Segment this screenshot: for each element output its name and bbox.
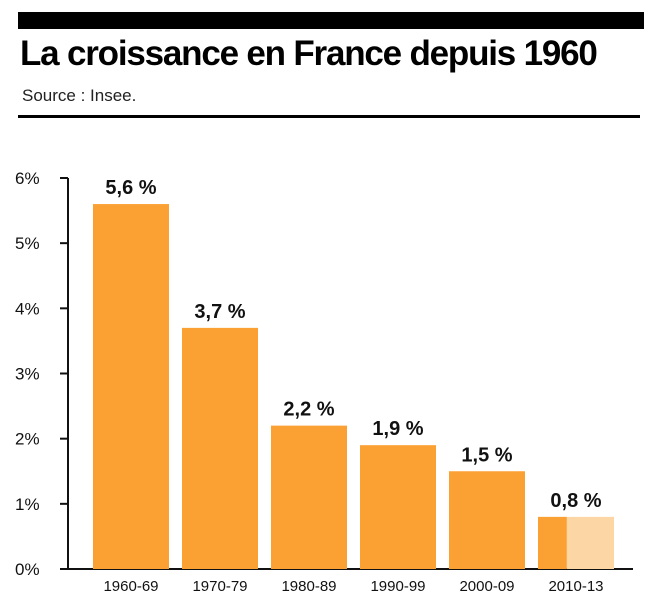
y-tick-label: 4% — [15, 299, 40, 318]
y-tick-label: 5% — [15, 234, 40, 253]
y-tick-label: 0% — [15, 560, 40, 579]
bar — [360, 445, 436, 569]
data-label: 1,5 % — [461, 444, 512, 466]
data-label: 0,8 % — [550, 490, 601, 512]
bar — [271, 425, 347, 569]
y-tick-label: 6% — [15, 169, 40, 188]
chart-title: La croissance en France depuis 1960 — [20, 34, 598, 73]
header-bottom-rule — [18, 115, 640, 118]
source-note: Source : Insee. — [22, 86, 137, 105]
y-tick-label: 3% — [15, 365, 40, 384]
x-tick-label: 2000-09 — [459, 578, 514, 595]
header-top-rule — [18, 12, 644, 29]
x-tick-label: 2010-13 — [548, 578, 603, 595]
y-tick-label: 1% — [15, 495, 40, 514]
x-tick-label: 1960-69 — [103, 578, 158, 595]
x-tick-label: 1980-89 — [281, 578, 336, 595]
x-tick-label: 1970-79 — [192, 578, 247, 595]
data-label: 2,2 % — [283, 399, 334, 421]
x-tick-label: 1990-99 — [370, 578, 425, 595]
bar — [449, 471, 525, 569]
data-label: 1,9 % — [372, 418, 423, 440]
bar — [93, 204, 169, 570]
bar — [182, 327, 258, 569]
y-tick-label: 2% — [15, 430, 40, 449]
data-label: 3,7 % — [194, 301, 245, 323]
bar — [538, 516, 567, 569]
data-label: 5,6 % — [105, 177, 156, 199]
bar-partial — [566, 516, 614, 569]
